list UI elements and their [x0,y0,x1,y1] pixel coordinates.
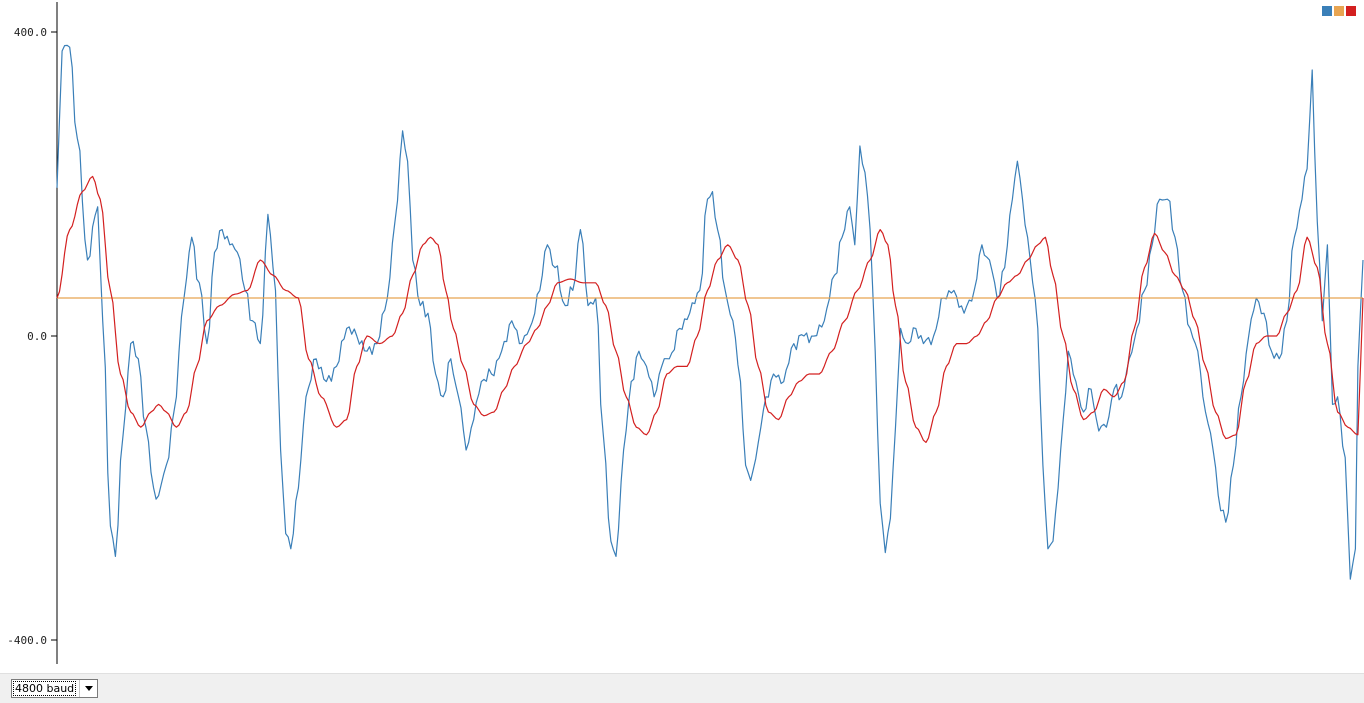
series-layer [56,44,1364,580]
legend-swatch-2 [1334,6,1344,16]
y-tick-label: 0.0 [27,330,47,343]
y-tick-label: -400.0 [7,634,47,647]
bottom-bar: 4800 baud [0,673,1364,703]
plot-canvas: 400.0 0.0 -400.0 [7,2,1364,664]
baud-rate-value: 4800 baud [12,681,77,696]
baud-rate-select[interactable]: 4800 baud [11,679,98,698]
y-tick-label: 400.0 [14,26,47,39]
legend-swatch-3 [1346,6,1356,16]
series-line-3 [56,175,1364,443]
plot-area: 400.0 0.0 -400.0 [7,2,1364,664]
y-ticks: 400.0 0.0 -400.0 [7,26,57,647]
chevron-down-icon[interactable] [79,680,97,697]
series-line-1 [56,44,1364,580]
legend-swatch-1 [1322,6,1332,16]
legend [1322,6,1356,16]
